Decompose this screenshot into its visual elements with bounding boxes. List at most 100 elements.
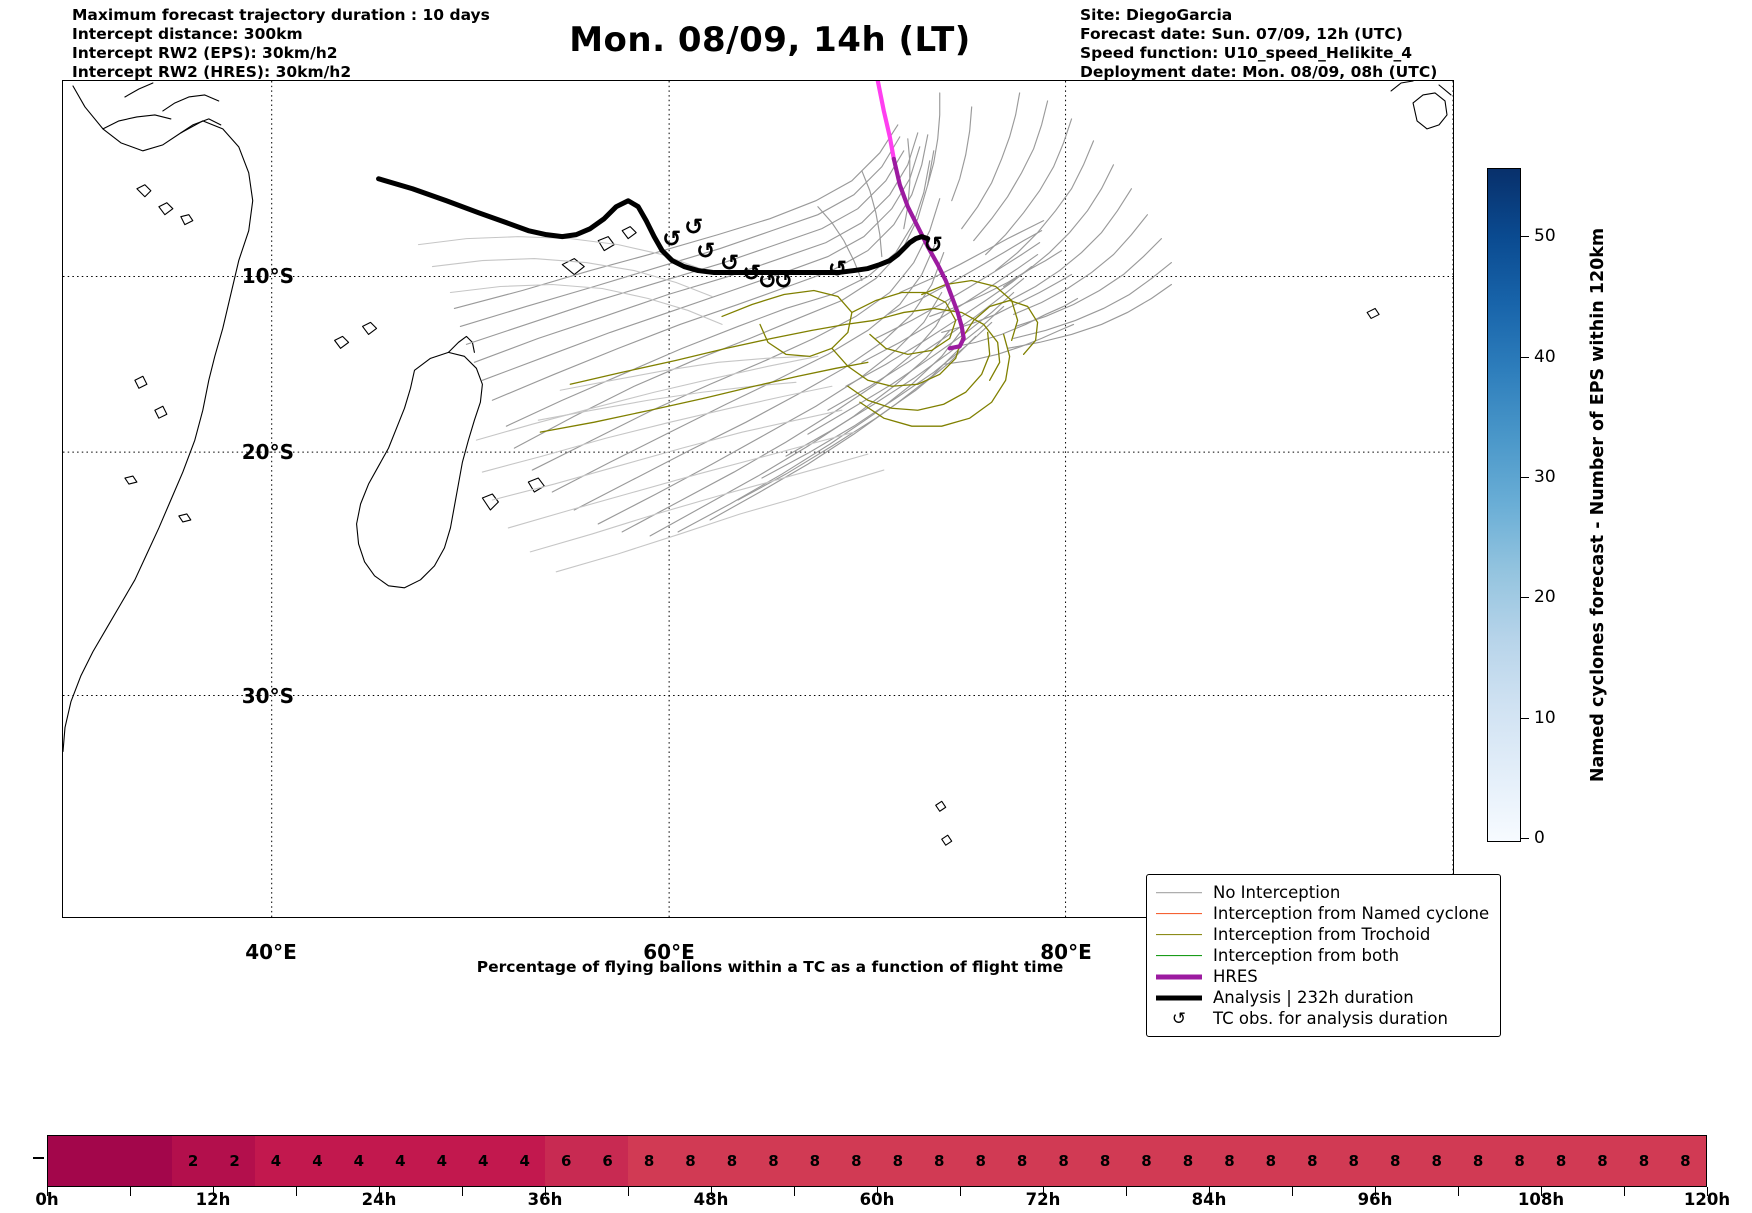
legend-label-named-cyclone: Interception from Named cyclone bbox=[1213, 904, 1490, 923]
bottom-bar-cell[interactable]: 8 bbox=[1540, 1136, 1582, 1186]
bottom-bar-tick bbox=[545, 1187, 547, 1196]
tc-marker: ↺ bbox=[924, 233, 943, 259]
legend-item-both[interactable]: Interception from both bbox=[1156, 945, 1489, 966]
legend-item-tc-obs[interactable]: ↺ TC obs. for analysis duration bbox=[1156, 1008, 1489, 1029]
header-right-line-1: Forecast date: Sun. 07/09, 12h (UTC) bbox=[1080, 25, 1403, 43]
bottom-bar-cell[interactable] bbox=[130, 1136, 173, 1186]
bottom-bar-cell[interactable]: 4 bbox=[296, 1136, 339, 1186]
map-legend[interactable]: No Interception Interception from Named … bbox=[1146, 874, 1502, 1037]
bottom-bar-cell[interactable]: 4 bbox=[255, 1136, 297, 1186]
bottom-bar-tick bbox=[379, 1187, 381, 1196]
bottom-bar-cell[interactable] bbox=[89, 1136, 131, 1186]
header-right-info: Site: DiegoGarcia Forecast date: Sun. 07… bbox=[1080, 6, 1437, 82]
legend-item-analysis[interactable]: Analysis | 232h duration bbox=[1156, 987, 1489, 1008]
bottom-bar-cell[interactable]: 8 bbox=[711, 1136, 753, 1186]
bottom-bar-cell[interactable]: 6 bbox=[586, 1136, 629, 1186]
bottom-bar-cell[interactable]: 8 bbox=[877, 1136, 919, 1186]
bottom-bar-cell[interactable]: 8 bbox=[1167, 1136, 1209, 1186]
colorbar-ticklabel-20: 20 bbox=[1534, 587, 1556, 607]
bottom-bar-tick bbox=[794, 1187, 796, 1196]
bottom-bar-cell[interactable]: 8 bbox=[1125, 1136, 1168, 1186]
map-panel[interactable]: ↺ ↺ ↺ ↺ ↺ ↺ ↺ ↺ ↺ bbox=[62, 80, 1454, 918]
bottom-bar-cell[interactable]: 6 bbox=[545, 1136, 587, 1186]
bottom-bar-tick bbox=[711, 1187, 713, 1196]
legend-swatch-hres bbox=[1156, 970, 1202, 984]
colorbar-tick-40 bbox=[1521, 357, 1529, 359]
bottom-bar-left-tick bbox=[33, 1157, 44, 1159]
colorbar-tick-20 bbox=[1521, 597, 1529, 599]
bottom-bar-cell[interactable]: 8 bbox=[1042, 1136, 1085, 1186]
header-left-line-0: Maximum forecast trajectory duration : 1… bbox=[72, 6, 490, 24]
ensemble-trochoid bbox=[539, 279, 1039, 433]
bottom-bar-cell[interactable]: 4 bbox=[462, 1136, 504, 1186]
legend-label-tc-obs: TC obs. for analysis duration bbox=[1213, 1009, 1448, 1028]
bottom-bar-tick bbox=[877, 1187, 879, 1196]
legend-item-named-cyclone[interactable]: Interception from Named cyclone bbox=[1156, 903, 1489, 924]
tc-marker: ↺ bbox=[774, 269, 793, 295]
bottom-bar-cell[interactable]: 8 bbox=[1664, 1136, 1707, 1186]
bottom-bar-cell[interactable]: 8 bbox=[1415, 1136, 1458, 1186]
bottom-bar-cell[interactable]: 4 bbox=[379, 1136, 422, 1186]
bottom-bar-cell[interactable]: 8 bbox=[1291, 1136, 1334, 1186]
bottom-bar-cell[interactable]: 8 bbox=[1250, 1136, 1292, 1186]
map-lon-label-60e: 60°E bbox=[643, 940, 695, 964]
bottom-bar-cell[interactable]: 8 bbox=[1581, 1136, 1624, 1186]
colorbar-ticklabel-40: 40 bbox=[1534, 347, 1556, 367]
header-right-line-0: Site: DiegoGarcia bbox=[1080, 6, 1233, 24]
bottom-bar-ticklabel: 84h bbox=[1191, 1190, 1227, 1209]
map-lon-label-80e: 80°E bbox=[1040, 940, 1092, 964]
tc-marker: ↺ bbox=[828, 257, 847, 283]
bottom-bar-cell[interactable]: 8 bbox=[918, 1136, 960, 1186]
map-lat-label-30s: 30°S bbox=[241, 684, 294, 708]
bottom-bar-cell[interactable]: 8 bbox=[752, 1136, 795, 1186]
bottom-bar-cell[interactable]: 8 bbox=[1001, 1136, 1043, 1186]
bottom-bar-ticklabel: 36h bbox=[527, 1190, 563, 1209]
bottom-bar-cell[interactable]: 8 bbox=[669, 1136, 712, 1186]
bottom-bar-cell[interactable]: 8 bbox=[1498, 1136, 1541, 1186]
colorbar[interactable]: 50 40 30 20 10 0 bbox=[1487, 168, 1556, 848]
legend-item-trochoid[interactable]: Interception from Trochoid bbox=[1156, 924, 1489, 945]
colorbar-tick-50 bbox=[1521, 236, 1529, 238]
bottom-bar-cell[interactable]: 4 bbox=[421, 1136, 463, 1186]
map-lat-label-10s: 10°S bbox=[241, 264, 294, 288]
bottom-bar-cell[interactable]: 4 bbox=[503, 1136, 546, 1186]
header-left-line-3: Intercept RW2 (HRES): 30km/h2 bbox=[72, 63, 352, 81]
bottom-bar-cell[interactable]: 2 bbox=[213, 1136, 256, 1186]
ensemble-spread-light bbox=[417, 236, 885, 573]
bottom-bar-cell[interactable]: 8 bbox=[794, 1136, 836, 1186]
bottom-bar-ticklabel: 72h bbox=[1025, 1190, 1061, 1209]
bottom-bar-cell[interactable]: 2 bbox=[172, 1136, 214, 1186]
bottom-bar-tick bbox=[1624, 1187, 1626, 1196]
tc-marker: ↺ bbox=[742, 261, 761, 287]
bottom-bar-cell[interactable]: 8 bbox=[1333, 1136, 1375, 1186]
legend-item-no-interception[interactable]: No Interception bbox=[1156, 882, 1489, 903]
bottom-bar-cell[interactable]: 8 bbox=[1623, 1136, 1665, 1186]
hres-track bbox=[875, 81, 966, 351]
bottom-bar-cell[interactable]: 8 bbox=[628, 1136, 670, 1186]
header-left-line-1: Intercept distance: 300km bbox=[72, 25, 303, 43]
bottom-bar-cell[interactable]: 8 bbox=[1457, 1136, 1499, 1186]
header-left-info: Maximum forecast trajectory duration : 1… bbox=[72, 6, 490, 82]
bottom-bar-ticks bbox=[47, 1187, 1709, 1196]
bottom-bar-cell[interactable]: 8 bbox=[1208, 1136, 1251, 1186]
map-gridlines bbox=[63, 81, 1453, 917]
bottom-bar-cell[interactable]: 4 bbox=[338, 1136, 380, 1186]
map-lat-label-20s: 20°S bbox=[241, 440, 294, 464]
colorbar-ticklabel-10: 10 bbox=[1534, 708, 1556, 728]
bottom-bar-cell[interactable] bbox=[48, 1136, 90, 1186]
colorbar-gradient bbox=[1487, 168, 1521, 842]
bottom-bar-tick bbox=[1541, 1187, 1543, 1196]
bottom-bar-cell[interactable]: 8 bbox=[1374, 1136, 1416, 1186]
legend-item-hres[interactable]: HRES bbox=[1156, 966, 1489, 987]
bottom-bar-cell[interactable]: 8 bbox=[1084, 1136, 1126, 1186]
bottom-bar-ticklabel: 12h bbox=[195, 1190, 231, 1209]
bottom-bar-cell[interactable]: 8 bbox=[959, 1136, 1002, 1186]
tc-marker: ↺ bbox=[720, 251, 739, 277]
bottom-bar-tick bbox=[462, 1187, 464, 1196]
bottom-bar-cell[interactable]: 8 bbox=[835, 1136, 878, 1186]
bottom-bar-title: Percentage of flying ballons within a TC… bbox=[476, 958, 1064, 976]
bottom-bar-ticklabel: 96h bbox=[1357, 1190, 1393, 1209]
bottom-bar-tick bbox=[1043, 1187, 1045, 1196]
bottom-bar-ticklabel: 120h bbox=[1683, 1190, 1731, 1209]
